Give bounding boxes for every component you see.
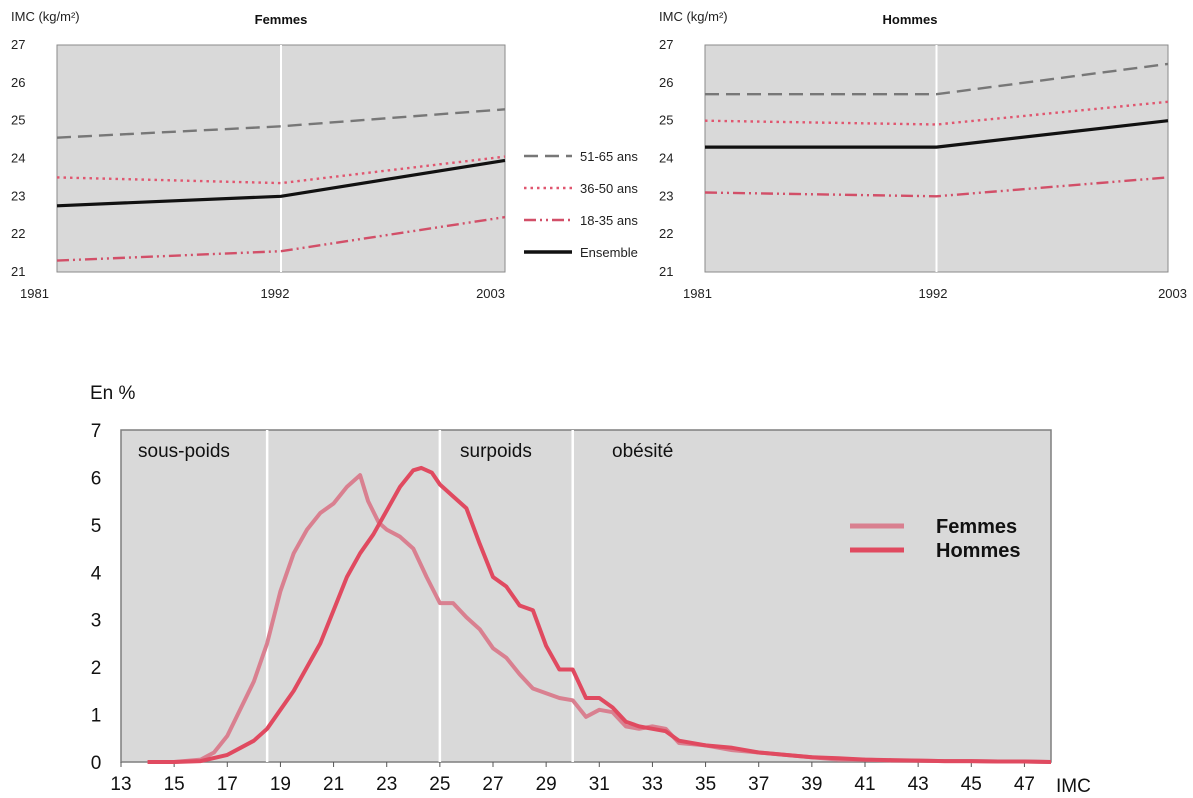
y-tick-label: 23 [11,188,25,203]
x-tick-label: 39 [801,774,822,795]
y-tick-label: 7 [91,421,102,442]
x-tick-label: 1992 [261,286,290,301]
y-tick-label: 27 [11,37,25,52]
y-tick-label: 4 [91,563,102,584]
y-tick-label: 0 [91,753,102,774]
y-tick-label: 25 [11,113,25,128]
zone-label: obésité [612,441,673,462]
x-tick-label: 2003 [1158,286,1187,301]
x-tick-label: 41 [854,774,875,795]
x-tick-label: 1981 [683,286,712,301]
y-tick-label: 21 [659,264,673,279]
y-tick-label: 25 [659,113,673,128]
series-line-18-35-ans [56,215,506,262]
x-tick-label: 13 [110,774,131,795]
legend-label: 36-50 ans [580,181,638,196]
x-tick-label: 23 [376,774,397,795]
x-tick-label: 25 [429,774,450,795]
x-tick-label: 45 [961,774,982,795]
series-line-51-65-ans [56,108,506,139]
x-tick-label: 21 [323,774,344,795]
panel-hommes: 21 22 23 24 25 26 27 IMC (kg/m²) Hommes 1981 1992 2… [659,9,1187,301]
y-tick-label: 1 [91,706,102,727]
x-tick-label: 43 [908,774,929,795]
y-tick-label: 26 [11,75,25,90]
y-tick-label: 2 [91,658,102,679]
x-tick-label: 29 [536,774,557,795]
y-tick-label: 6 [91,468,102,489]
legend-label: 51-65 ans [580,149,638,164]
y-axis-label: IMC (kg/m²) [11,9,80,24]
x-tick-label: 19 [270,774,291,795]
series-line-ensemble [705,119,1169,149]
series-line-ensemble [56,158,506,208]
x-tick-label: 31 [589,774,610,795]
y-tick-label: 27 [659,37,673,52]
y-tick-label: 5 [91,516,102,537]
y-tick-label: 3 [91,611,102,632]
x-tick-label: 35 [695,774,716,795]
plot-area [120,429,1052,763]
zone-label: sous-poids [138,441,230,462]
x-tick-label: 2003 [476,286,505,301]
x-tick-label: 15 [164,774,185,795]
series-line-18-35-ans [704,176,1169,198]
x-tick-label: 17 [217,774,238,795]
series-line-hommes [147,465,1052,764]
panel-title: Femmes [255,12,308,27]
y-axis-label: En % [90,383,136,404]
y-tick-label: 23 [659,188,673,203]
y-axis-label: IMC (kg/m²) [659,9,728,24]
x-axis-label: IMC [1056,776,1091,797]
x-tick-label: 47 [1014,774,1035,795]
y-tick-label: 22 [11,226,25,241]
legend-top: 51-65 ans 36-50 ans 18-35 ans Ensemble [524,149,638,260]
x-tick-label: 27 [482,774,503,795]
zone-label: surpoids [460,441,532,462]
panel-femmes: 21 22 23 24 25 26 27 IMC (kg/m²) Femmes 1981 1992 2… [11,9,506,301]
y-tick-label: 24 [11,151,25,166]
legend-label: 18-35 ans [580,213,638,228]
x-tick-label: 33 [642,774,663,795]
x-tick-label: 1981 [20,286,49,301]
legend-label: Ensemble [580,245,638,260]
y-tick-label: 22 [659,226,673,241]
legend-label: Hommes [936,540,1020,562]
legend-label: Femmes [936,516,1017,538]
x-tick-label: 37 [748,774,769,795]
panel-title: Hommes [883,12,938,27]
x-tick-label: 1992 [919,286,948,301]
y-tick-label: 21 [11,264,25,279]
y-tick-label: 26 [659,75,673,90]
y-tick-label: 24 [659,151,673,166]
series-line-51-65-ans [705,62,1169,96]
